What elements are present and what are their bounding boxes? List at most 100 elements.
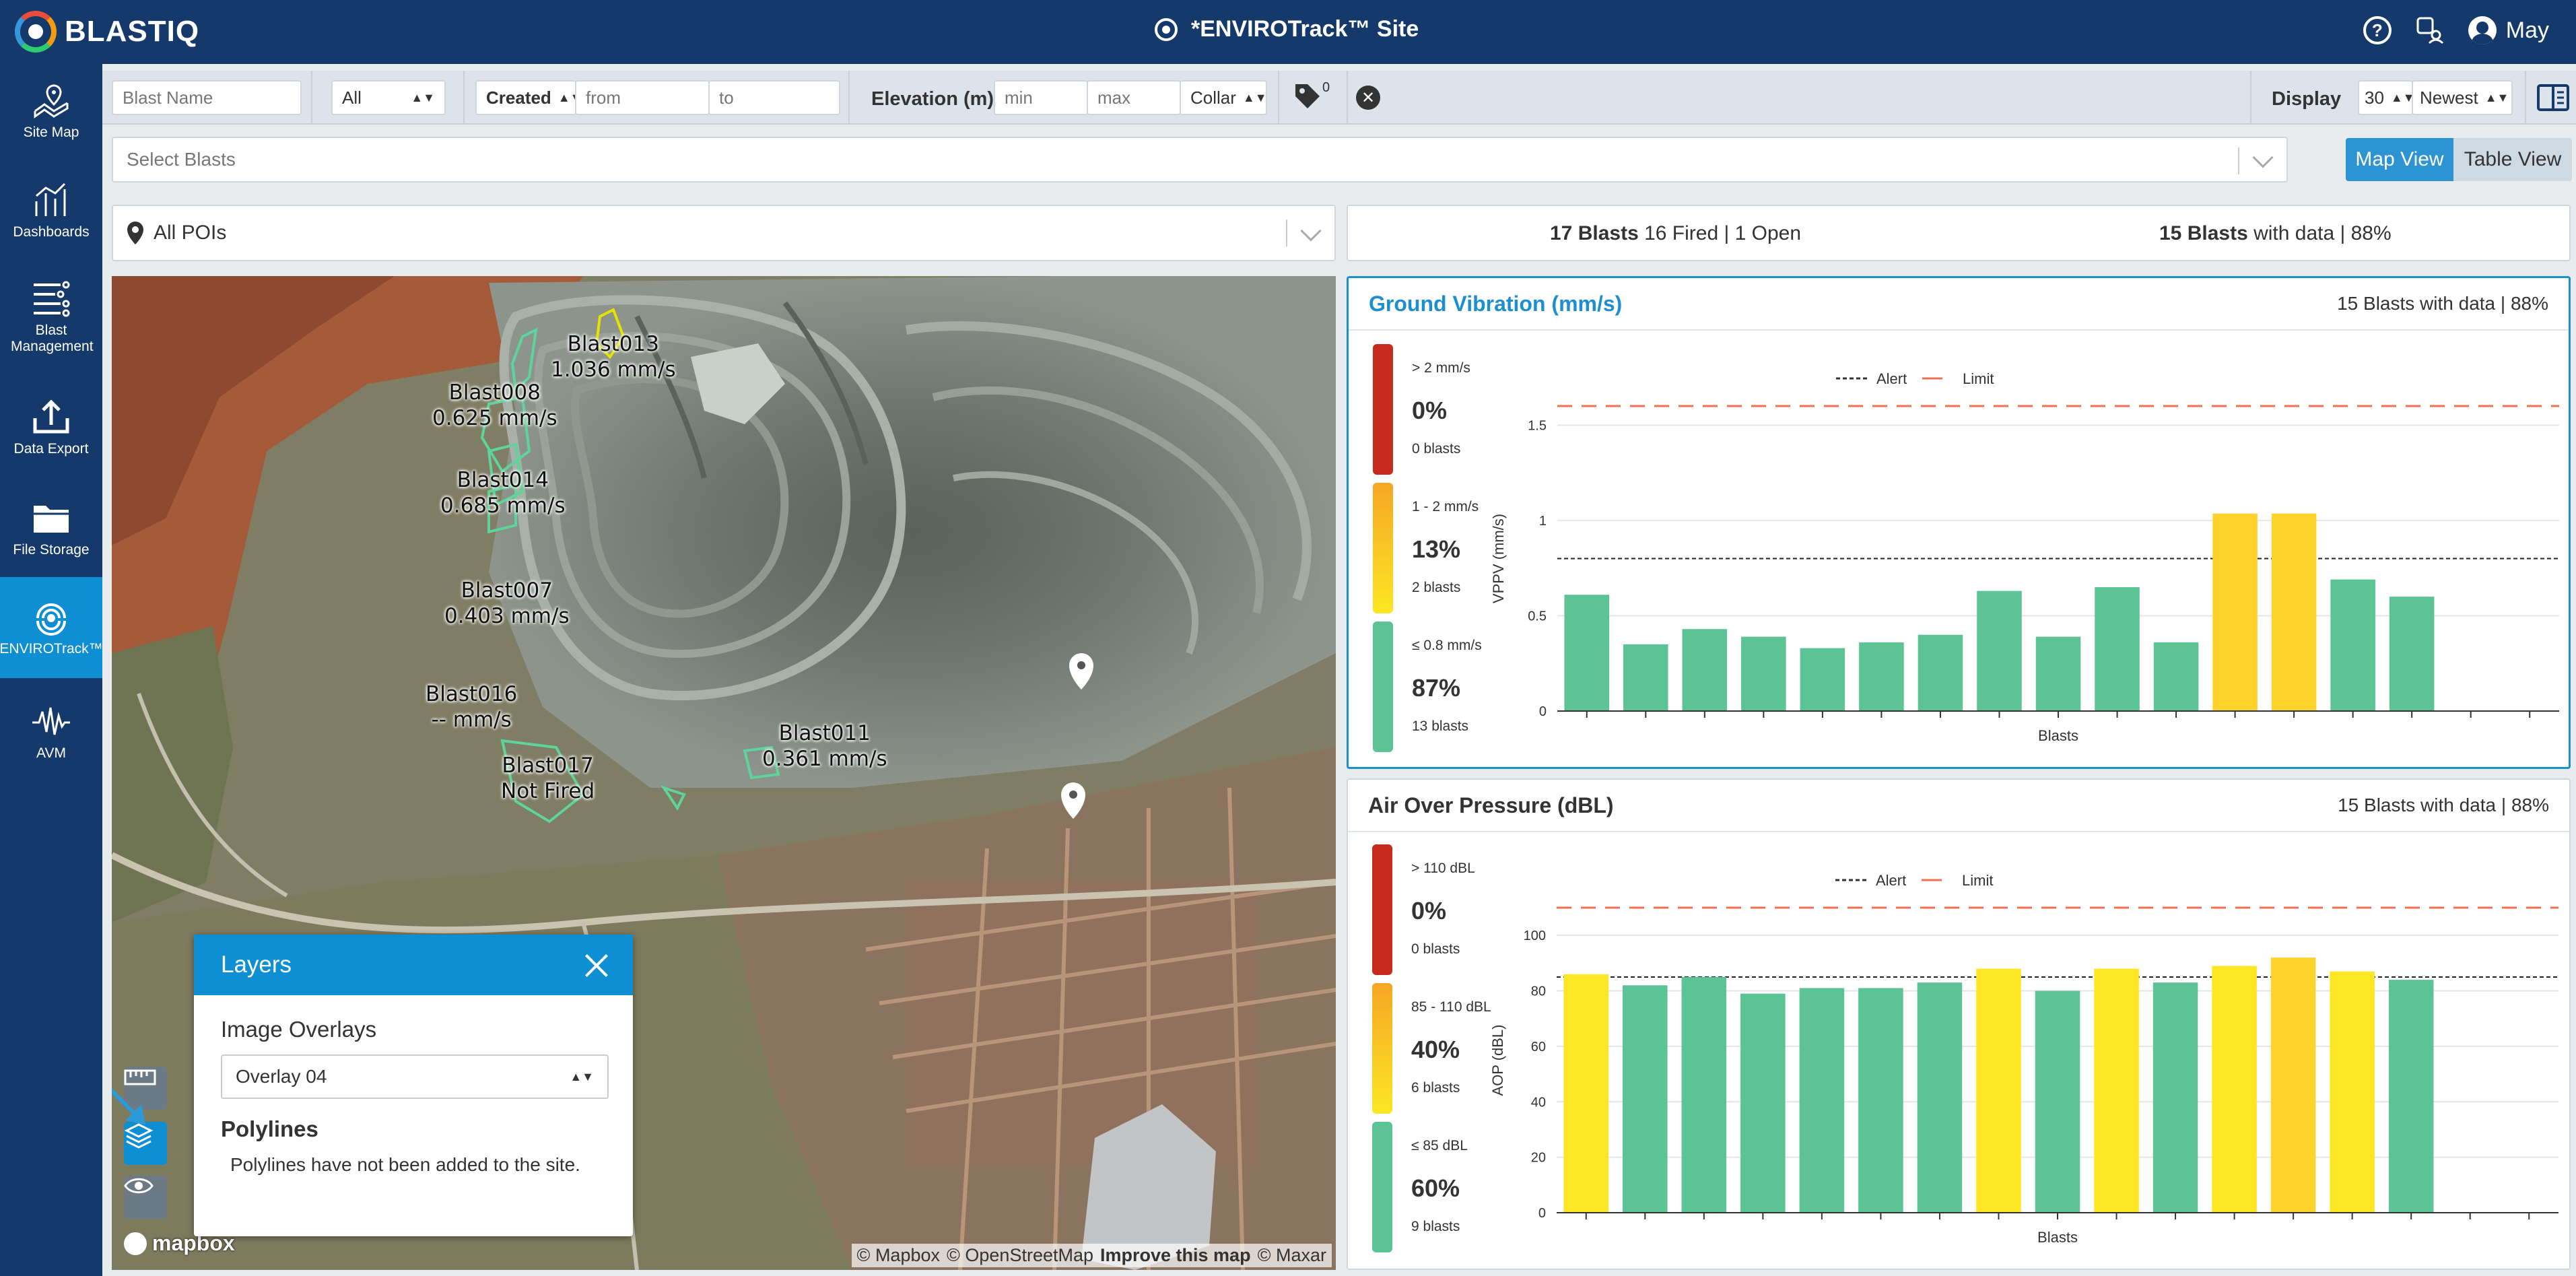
chart-bar[interactable] bbox=[1799, 988, 1845, 1213]
blast-map-label[interactable]: Blast016 -- mm/s bbox=[426, 682, 518, 732]
tags-filter[interactable]: 0 bbox=[1293, 80, 1333, 114]
dashboard-icon bbox=[35, 182, 66, 216]
air-over-pressure-summary: 15 Blasts with data | 88% bbox=[2338, 795, 2549, 815]
chart-bar[interactable] bbox=[1623, 644, 1668, 711]
chart-bar[interactable] bbox=[2153, 982, 2198, 1213]
location-pin-icon bbox=[127, 222, 143, 244]
close-icon: ✕ bbox=[1361, 88, 1376, 107]
y-tick-label: 1.5 bbox=[1528, 418, 1547, 433]
table-view-button[interactable]: Table View bbox=[2453, 138, 2572, 181]
chart-bar[interactable] bbox=[2035, 990, 2080, 1213]
clear-filters-button[interactable]: ✕ bbox=[1356, 86, 1380, 110]
blast-map-label[interactable]: Blast011 0.361 mm/s bbox=[762, 721, 887, 771]
visibility-button[interactable] bbox=[124, 1176, 167, 1219]
sidebar-item-avm[interactable]: AVM bbox=[0, 685, 102, 779]
sidebar-item-dashboards[interactable]: Dashboards bbox=[0, 164, 102, 258]
blast-map-label[interactable]: Blast017 Not Fired bbox=[501, 753, 595, 803]
chart-bar[interactable] bbox=[1859, 642, 1904, 711]
chart-bar[interactable] bbox=[2094, 968, 2139, 1213]
range-bar-low bbox=[1372, 1122, 1392, 1252]
chart-bar[interactable] bbox=[1800, 648, 1845, 711]
close-icon[interactable] bbox=[584, 953, 609, 978]
chart-bar[interactable] bbox=[1976, 968, 2021, 1213]
sidebar-item-data-export[interactable]: Data Export bbox=[0, 380, 102, 475]
chart-bar[interactable] bbox=[2212, 966, 2257, 1213]
chart-bar[interactable] bbox=[2035, 636, 2081, 711]
collar-select[interactable]: Collar ▲▼ bbox=[1180, 80, 1267, 115]
y-axis-label: VPPV (mm/s) bbox=[1490, 514, 1507, 603]
y-tick-label: 100 bbox=[1524, 929, 1546, 943]
poi-select[interactable]: All POIs bbox=[112, 205, 1336, 261]
sort-select[interactable]: Newest ▲▼ bbox=[2412, 80, 2513, 115]
display-count-select[interactable]: 30 ▲▼ bbox=[2358, 80, 2415, 115]
legend-alert: Alert bbox=[1876, 872, 1906, 889]
tag-icon bbox=[1295, 84, 1320, 108]
ground-vibration-summary: 15 Blasts with data | 88% bbox=[2337, 293, 2548, 314]
chart-bar[interactable] bbox=[1682, 629, 1728, 711]
blast-map-label[interactable]: Blast008 0.625 mm/s bbox=[432, 380, 557, 430]
logo-icon bbox=[15, 11, 57, 53]
measure-tool-button[interactable] bbox=[124, 1067, 167, 1110]
poi-marker[interactable] bbox=[1061, 782, 1085, 819]
chart-bar[interactable] bbox=[1564, 595, 1610, 711]
select-blasts-input[interactable]: Select Blasts bbox=[112, 137, 2288, 182]
chart-bar[interactable] bbox=[2330, 579, 2375, 711]
elevation-min-input[interactable]: min bbox=[994, 80, 1088, 115]
sidebar-item-blast-management[interactable]: Blast Management bbox=[0, 263, 102, 371]
blast-map-label[interactable]: Blast014 0.685 mm/s bbox=[440, 468, 566, 518]
sidebar-item-site-map[interactable]: Site Map bbox=[0, 64, 102, 158]
chart-bar[interactable] bbox=[1917, 982, 1963, 1213]
overlay-select[interactable]: Overlay 04 ▲▼ bbox=[221, 1054, 609, 1099]
ground-vibration-card[interactable]: Ground Vibration (mm/s) 15 Blasts with d… bbox=[1347, 276, 2571, 769]
y-axis-label: AOP (dBL) bbox=[1489, 1025, 1506, 1096]
chart-bar[interactable] bbox=[2212, 513, 2258, 711]
poi-marker[interactable] bbox=[1069, 653, 1093, 690]
air-over-pressure-chart[interactable]: Alert Limit 0 20 40 60 80 100 Blasts AOP (dBL) bbox=[1483, 858, 2567, 1262]
chart-bar[interactable] bbox=[2095, 586, 2140, 711]
site-selector[interactable]: *ENVIROTrack™ Site bbox=[1155, 16, 1419, 42]
chart-bar[interactable] bbox=[1918, 634, 1963, 711]
chart-bar[interactable] bbox=[1740, 993, 1786, 1213]
chart-bar[interactable] bbox=[2330, 971, 2375, 1213]
sidebar-item-envirotrack[interactable]: ENVIROTrack™ bbox=[0, 577, 103, 678]
y-tick-label: 1 bbox=[1539, 514, 1547, 529]
chart-bar[interactable] bbox=[1623, 985, 1668, 1213]
chart-bar[interactable] bbox=[1741, 636, 1786, 711]
date-type-select[interactable]: Created ▲▼ bbox=[475, 80, 582, 115]
chart-bar[interactable] bbox=[2153, 642, 2199, 711]
blast-map-label[interactable]: Blast007 0.403 mm/s bbox=[444, 578, 570, 628]
switch-site-icon[interactable] bbox=[2416, 16, 2444, 44]
blast-name-input[interactable]: Blast Name bbox=[112, 80, 302, 115]
chart-bar[interactable] bbox=[2271, 513, 2317, 711]
chart-bar[interactable] bbox=[1563, 974, 1609, 1213]
sidebar-item-file-storage[interactable]: File Storage bbox=[0, 481, 102, 576]
legend-limit: Limit bbox=[1963, 370, 1994, 387]
layers-button[interactable] bbox=[124, 1122, 167, 1165]
chart-bar[interactable] bbox=[1858, 988, 1903, 1213]
chart-bar[interactable] bbox=[1681, 976, 1727, 1213]
ground-vibration-chart[interactable]: Alert Limit 0 0.5 1 1.5 Blasts VPPV (mm/s) bbox=[1483, 356, 2567, 760]
y-tick-label: 0.5 bbox=[1528, 609, 1547, 624]
chart-bar[interactable] bbox=[2389, 597, 2435, 711]
updown-icon: ▲▼ bbox=[2390, 90, 2415, 104]
mapbox-icon bbox=[124, 1232, 147, 1255]
blast-map-label[interactable]: Blast013 1.036 mm/s bbox=[551, 332, 676, 382]
legend-book-icon[interactable] bbox=[2537, 84, 2569, 111]
elevation-max-input[interactable]: max bbox=[1087, 80, 1181, 115]
y-tick-label: 80 bbox=[1531, 984, 1546, 999]
chart-bar[interactable] bbox=[2270, 958, 2316, 1213]
air-over-pressure-card[interactable]: Air Over Pressure (dBL) 15 Blasts with d… bbox=[1347, 778, 2571, 1270]
chart-bar[interactable] bbox=[2388, 980, 2434, 1213]
date-to-input[interactable]: to bbox=[708, 80, 840, 115]
chart-bar[interactable] bbox=[1977, 591, 2022, 711]
status-select[interactable]: All ▲▼ bbox=[331, 80, 446, 115]
blast-summary: 17 Blasts 16 Fired | 1 Open 15 Blasts wi… bbox=[1347, 205, 2571, 261]
polylines-label: Polylines bbox=[221, 1116, 318, 1141]
upload-icon bbox=[33, 399, 69, 434]
map-view-button[interactable]: Map View bbox=[2346, 138, 2453, 181]
satellite-map[interactable]: Blast013 1.036 mm/s Blast008 0.625 mm/s Bl… bbox=[112, 276, 1336, 1270]
blastiq-logo[interactable]: BLASTIQ bbox=[15, 11, 199, 53]
date-from-input[interactable]: from bbox=[575, 80, 710, 115]
help-icon[interactable]: ? bbox=[2363, 16, 2392, 44]
user-menu[interactable]: May bbox=[2468, 16, 2549, 44]
